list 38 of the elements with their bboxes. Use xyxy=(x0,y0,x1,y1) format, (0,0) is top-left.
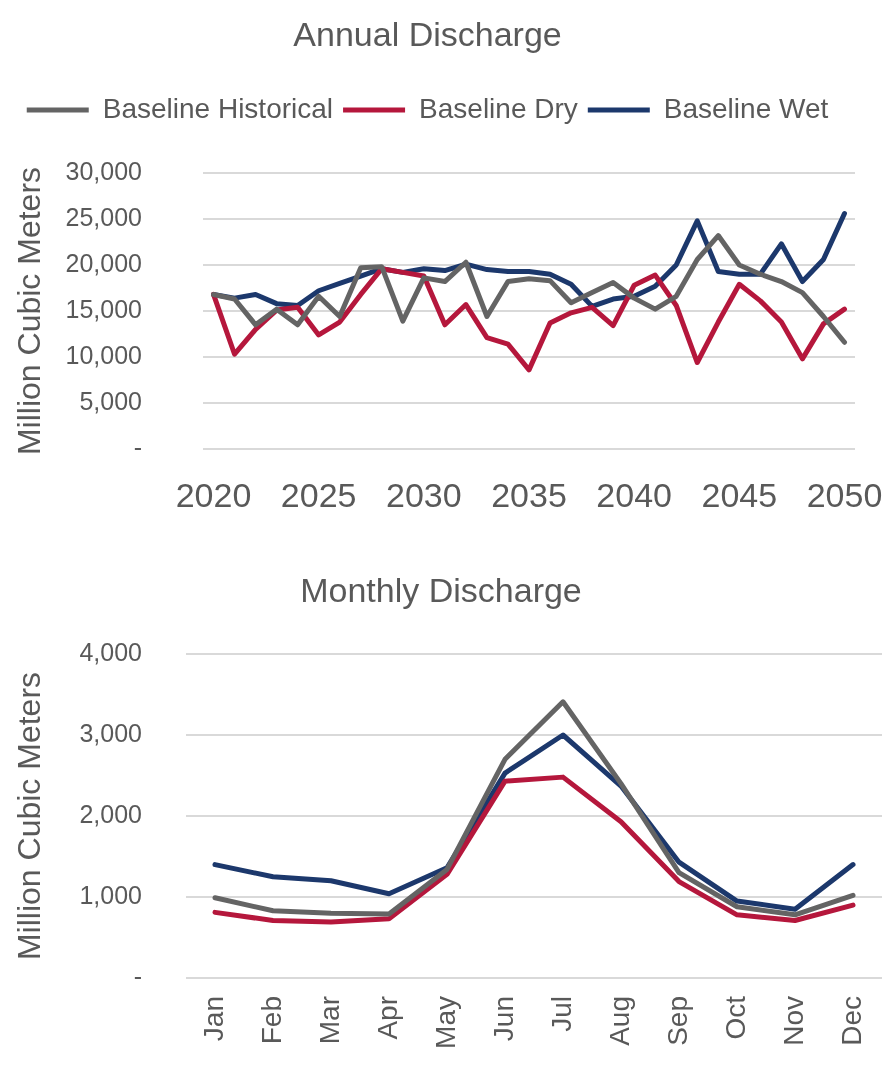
chart-title: Annual Discharge xyxy=(293,14,562,53)
legend-label: Baseline Wet xyxy=(663,92,829,124)
x-tick-label: Nov xyxy=(777,996,809,1046)
y-tick-label: 30,000 xyxy=(65,156,142,185)
x-tick-label: Mar xyxy=(313,996,345,1045)
y-tick-label: 15,000 xyxy=(65,294,142,323)
x-tick-label: Aug xyxy=(603,996,635,1046)
x-tick-label: Feb xyxy=(255,996,287,1045)
x-tick-label: 2035 xyxy=(491,475,567,514)
x-tick-label: 2030 xyxy=(386,475,462,514)
x-tick-label: Jul xyxy=(545,996,577,1032)
y-tick-label: 25,000 xyxy=(65,202,142,231)
y-axis-title: Million Cubic Meters xyxy=(11,671,48,961)
x-tick-label: Oct xyxy=(719,995,751,1040)
y-tick-label: - xyxy=(133,961,142,990)
x-tick-label: Jan xyxy=(197,996,229,1042)
y-axis-title: Million Cubic Meters xyxy=(11,166,48,456)
x-tick-label: Sep xyxy=(661,996,693,1046)
legend-label: Baseline Dry xyxy=(419,92,578,124)
x-tick-label: 2025 xyxy=(280,475,357,514)
x-tick-label: 2040 xyxy=(596,475,672,514)
y-tick-label: 10,000 xyxy=(65,340,142,369)
chart-title: Monthly Discharge xyxy=(300,570,582,609)
y-tick-label: - xyxy=(133,432,142,461)
x-tick-label: May xyxy=(429,996,461,1049)
y-tick-label: 3,000 xyxy=(79,718,142,747)
x-tick-label: Dec xyxy=(835,996,867,1046)
legend-label: Baseline Historical xyxy=(102,92,334,124)
x-tick-label: Apr xyxy=(371,996,403,1040)
y-tick-label: 4,000 xyxy=(79,637,142,666)
x-tick-label: 2045 xyxy=(701,475,778,514)
x-tick-label: 2020 xyxy=(175,475,252,514)
x-tick-label: Jun xyxy=(487,996,519,1042)
y-tick-label: 2,000 xyxy=(79,799,142,828)
y-tick-label: 5,000 xyxy=(79,386,142,415)
x-tick-label: 2050 xyxy=(806,475,883,514)
y-tick-label: 1,000 xyxy=(79,880,142,909)
y-tick-label: 20,000 xyxy=(65,248,142,277)
